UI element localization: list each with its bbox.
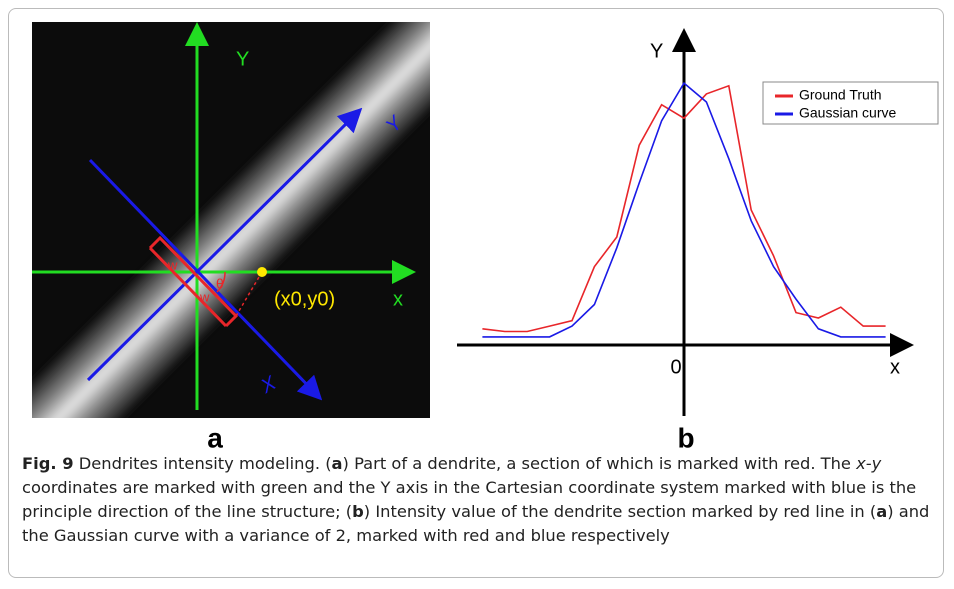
series-line	[482, 84, 886, 333]
y-axis-label: Y	[650, 40, 663, 62]
x-tick-label: 0	[670, 356, 681, 378]
caption-text: x-y	[856, 454, 882, 473]
x-axis-label: x	[890, 356, 900, 378]
caption-label: Fig. 9	[22, 454, 74, 473]
caption-text: a	[331, 454, 343, 473]
caption-text: ) and the Gaussian curve with a variance…	[22, 502, 930, 545]
panel-label: b	[677, 422, 694, 450]
caption: Fig. 9 Dendrites intensity modeling. (a)…	[22, 452, 937, 548]
caption-text: a	[876, 502, 888, 521]
caption-text: ) Intensity value of the dendrite sectio…	[363, 502, 877, 521]
figure-frame	[8, 8, 944, 578]
angle-label: θ	[216, 276, 224, 292]
caption-text: b	[352, 502, 364, 521]
width-label: w	[199, 289, 210, 304]
series-line	[482, 81, 886, 338]
legend	[762, 81, 939, 125]
panel-a-image	[32, 22, 430, 418]
axis-label: x	[393, 288, 403, 310]
center-point	[257, 267, 267, 277]
caption-text: coordinates are marked with green and th…	[22, 478, 917, 521]
width-label: w	[167, 257, 178, 272]
blue-x-axis	[88, 158, 323, 401]
blue-y-axis	[86, 107, 363, 382]
caption-text: ) Part of a dendrite, a section of which…	[342, 454, 857, 473]
legend-label: Ground Truth	[799, 87, 882, 103]
angle-arc	[216, 271, 226, 293]
legend-label: Gaussian curve	[799, 105, 896, 121]
red-dashed	[235, 271, 263, 317]
caption-text: Dendrites intensity modeling. (	[73, 454, 332, 473]
axis-label: Y	[236, 48, 249, 70]
point-label: (x0,y0)	[274, 288, 335, 310]
panel-label: a	[207, 422, 223, 450]
red-section	[148, 235, 239, 328]
